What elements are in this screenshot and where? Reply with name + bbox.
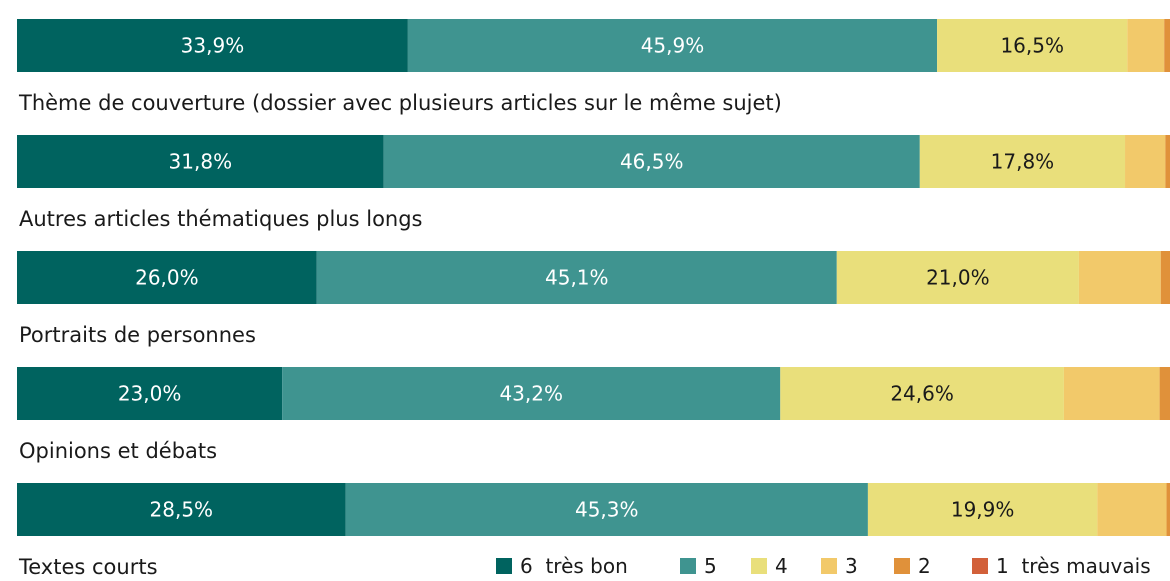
- legend-swatch: [496, 558, 512, 574]
- data-label: 19,9%: [951, 498, 1015, 522]
- data-label: 24,6%: [890, 382, 954, 406]
- bar-segment: [1164, 19, 1170, 72]
- bar-row: 28,5% 45,3% 19,9% Textes courts: [17, 483, 1170, 579]
- data-label: 31,8%: [169, 150, 233, 174]
- bar-segment: [1078, 251, 1161, 304]
- legend-item: 2: [894, 554, 931, 578]
- bar-segment: [1166, 483, 1170, 536]
- legend-swatch: [972, 558, 988, 574]
- data-label: 23,0%: [118, 382, 182, 406]
- data-label: 26,0%: [135, 266, 199, 290]
- category-label: Textes courts: [18, 555, 158, 579]
- bar-segment: [1063, 367, 1160, 420]
- legend-item: 5: [680, 554, 717, 578]
- data-label: 45,3%: [575, 498, 639, 522]
- data-label: 17,8%: [991, 150, 1055, 174]
- data-label: 43,2%: [499, 382, 563, 406]
- data-label: 21,0%: [926, 266, 990, 290]
- category-label: Autres articles thématiques plus longs: [19, 207, 423, 231]
- bar-segment: [937, 19, 1128, 72]
- bar-segment: [17, 367, 283, 420]
- legend-item: 1 très mauvais: [972, 554, 1151, 578]
- bar-segment: [407, 19, 938, 72]
- legend-label: 3: [845, 554, 858, 578]
- bar-row: 23,0% 43,2% 24,6% Opinions et débats: [17, 367, 1170, 463]
- bar-row: 33,9% 45,9% 16,5% Thème de couverture (doss…: [17, 19, 1170, 115]
- bar-segment: [1159, 367, 1170, 420]
- legend-label: 5: [704, 554, 717, 578]
- bar-segment: [919, 135, 1126, 188]
- bar-segment: [17, 483, 346, 536]
- legend-item: 4: [751, 554, 788, 578]
- category-label: Opinions et débats: [19, 439, 217, 463]
- bar-segment: [282, 367, 781, 420]
- bar-segment: [1127, 19, 1165, 72]
- legend-swatch: [680, 558, 696, 574]
- bar-segment: [867, 483, 1098, 536]
- bar-segment: [17, 251, 317, 304]
- data-label: 28,5%: [150, 498, 214, 522]
- legend-label: 2: [918, 554, 931, 578]
- legend-swatch: [821, 558, 837, 574]
- data-label: 45,1%: [545, 266, 609, 290]
- data-label: 45,9%: [641, 34, 705, 58]
- bar-segment: [1165, 135, 1170, 188]
- legend-label: 1 très mauvais: [996, 554, 1151, 578]
- bar-segment: [1160, 251, 1170, 304]
- bar-segment: [17, 135, 384, 188]
- bar-segment: [1097, 483, 1167, 536]
- category-label: Portraits de personnes: [19, 323, 256, 347]
- bar-segment: [780, 367, 1064, 420]
- legend-swatch: [751, 558, 767, 574]
- legend-label: 4: [775, 554, 788, 578]
- legend: 6 très bon 5 4 3 2 1 très mauvais: [496, 554, 1151, 578]
- legend-label: 6 très bon: [520, 554, 628, 578]
- category-label: Thème de couverture (dossier avec plusie…: [18, 91, 782, 115]
- bars-group: 33,9% 45,9% 16,5% Thème de couverture (doss…: [17, 19, 1170, 579]
- data-label: 46,5%: [620, 150, 684, 174]
- legend-item: 3: [821, 554, 858, 578]
- bar-segment: [316, 251, 837, 304]
- bar-segment: [17, 19, 408, 72]
- bar-row: 31,8% 46,5% 17,8% Autres articles thématiqu…: [17, 135, 1170, 231]
- bar-segment: [836, 251, 1079, 304]
- bar-segment: [383, 135, 920, 188]
- bar-row: 26,0% 45,1% 21,0% Portraits de personnes: [17, 251, 1170, 347]
- bar-segment: [1125, 135, 1166, 188]
- data-label: 33,9%: [181, 34, 245, 58]
- legend-swatch: [894, 558, 910, 574]
- bar-segment: [345, 483, 868, 536]
- data-label: 16,5%: [1000, 34, 1064, 58]
- legend-item: 6 très bon: [496, 554, 628, 578]
